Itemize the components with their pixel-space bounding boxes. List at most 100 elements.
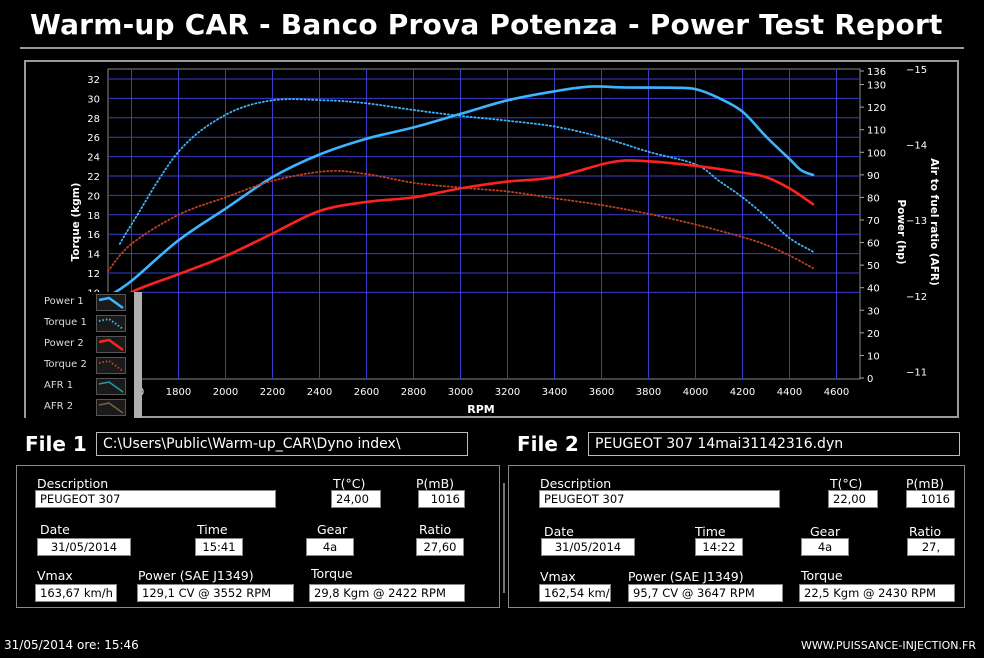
file-2-path-field[interactable]: PEUGEOT 307 14mai31142316.dyn <box>588 432 960 456</box>
power-tick-label: 10 <box>867 351 880 362</box>
legend-item-torque-1[interactable]: Torque 1 <box>26 313 142 334</box>
legend-swatch-power-1 <box>96 294 126 311</box>
x-tick-label: 4600 <box>824 387 849 398</box>
report-datetime: 31/05/2014 ore: 15:46 <box>4 638 139 652</box>
x-tick-label: 4400 <box>777 387 802 398</box>
x-tick-label: 3800 <box>636 387 661 398</box>
x-tick-label: 2200 <box>260 387 285 398</box>
legend-scrollbar[interactable] <box>134 292 142 418</box>
power-tick-label: 80 <box>867 193 880 204</box>
x-axis-label: RPM <box>467 403 494 416</box>
legend-item-power-1[interactable]: Power 1 <box>26 292 142 313</box>
run-1-gear-label: Gear <box>317 522 348 537</box>
run-2-ratio-field[interactable]: 27, <box>907 538 955 556</box>
run-2-vmax-field[interactable]: 162,54 km/ <box>539 584 611 602</box>
torque-tick-label: 12 <box>87 269 100 280</box>
run-2-date-label: Date <box>544 524 574 539</box>
run-1-vmax-label: Vmax <box>37 568 73 583</box>
legend-label: Power 1 <box>44 296 84 307</box>
run-2-description-field[interactable]: PEUGEOT 307 <box>539 490 780 508</box>
power-axis-label: Power (hp) <box>895 199 907 264</box>
x-tick-label: 2600 <box>354 387 379 398</box>
legend-label: Power 2 <box>44 338 84 349</box>
legend-item-afr-2[interactable]: AFR 2 <box>26 397 142 418</box>
run-1-torque-field[interactable]: 29,8 Kgm @ 2422 RPM <box>309 584 465 602</box>
run-1-vmax-field[interactable]: 163,67 km/h <box>35 584 117 602</box>
legend-item-afr-1[interactable]: AFR 1 <box>26 376 142 397</box>
run-2-power-label: Power (SAE J1349) <box>628 569 744 584</box>
legend-item-torque-2[interactable]: Torque 2 <box>26 355 142 376</box>
run-2-temp-label: T(°C) <box>830 476 863 491</box>
torque-tick-label: 22 <box>87 172 100 183</box>
chart-legend: Power 1 Torque 1 Power 2 Torque 2 AFR 1 … <box>26 292 142 418</box>
legend-label: AFR 2 <box>44 401 74 412</box>
run-1-ratio-label: Ratio <box>419 522 452 537</box>
run-1-pressure-label: P(mB) <box>416 476 455 491</box>
run-2-torque-field[interactable]: 22,5 Kgm @ 2430 RPM <box>799 584 955 602</box>
website-link[interactable]: WWW.PUISSANCE-INJECTION.FR <box>801 639 976 652</box>
legend-swatch-afr-2 <box>96 399 126 416</box>
chart-series <box>106 85 815 312</box>
run-2-power-field[interactable]: 95,7 CV @ 3647 RPM <box>628 584 783 602</box>
run-1-pressure-field[interactable]: 1016 <box>418 490 465 508</box>
run-1-description-label: Description <box>37 476 109 491</box>
power-tick-label: 120 <box>867 103 886 114</box>
torque-tick-label: 16 <box>87 230 100 241</box>
run-1-time-field[interactable]: 15:41 <box>195 538 243 556</box>
run-1-power-label: Power (SAE J1349) <box>138 568 254 583</box>
run-2-ratio-label: Ratio <box>909 524 942 539</box>
torque-tick-label: 24 <box>87 153 100 164</box>
run-1-description-field[interactable]: PEUGEOT 307 <box>35 490 276 508</box>
power-tick-label: 0 <box>867 374 873 385</box>
power-tick-label: 110 <box>867 126 886 137</box>
run-2-pressure-field[interactable]: 1016 <box>906 490 955 508</box>
run-1-temp-field[interactable]: 24,00 <box>331 490 381 508</box>
run-2-gear-field[interactable]: 4a <box>801 538 849 556</box>
run-2-date-field[interactable]: 31/05/2014 <box>541 538 635 556</box>
series-torque-2 <box>107 169 814 272</box>
rpm-axis: 1600180020002200240026002800300032003400… <box>119 387 849 398</box>
dyno-chart-frame: 10 12 14 16 18 20 22 24 26 28 30 32 0 10 20 30 40 50 60 70… <box>24 60 959 418</box>
torque-tick-label: 26 <box>87 133 100 144</box>
power-tick-label: 50 <box>867 261 880 272</box>
x-tick-label: 2400 <box>307 387 332 398</box>
legend-swatch-torque-1 <box>96 315 126 332</box>
x-tick-label: 3400 <box>542 387 567 398</box>
run-2-temp-field[interactable]: 22,00 <box>828 490 878 508</box>
legend-item-power-2[interactable]: Power 2 <box>26 334 142 355</box>
file-1-path-field[interactable]: C:\Users\Public\Warm-up_CAR\Dyno index\ <box>96 432 468 456</box>
torque-tick-label: 30 <box>87 94 100 105</box>
x-tick-label: 2800 <box>401 387 426 398</box>
series-power-2 <box>106 159 815 312</box>
afr-tick-label: −14 <box>906 141 927 152</box>
title-divider <box>20 47 964 49</box>
run-1-temp-label: T(°C) <box>333 476 366 491</box>
run-1-torque-label: Torque <box>311 566 353 581</box>
power-tick-label: 30 <box>867 306 880 317</box>
run-1-date-field[interactable]: 31/05/2014 <box>37 538 131 556</box>
afr-tick-label: −13 <box>906 216 927 227</box>
power-tick-label: 20 <box>867 329 880 340</box>
afr-tick-label: −15 <box>906 65 927 76</box>
series-torque-1 <box>118 98 814 253</box>
run-2-time-field[interactable]: 14:22 <box>695 538 743 556</box>
run-1-power-field[interactable]: 129,1 CV @ 3552 RPM <box>137 584 294 602</box>
legend-label: Torque 2 <box>44 359 87 370</box>
series-power-1 <box>106 85 815 298</box>
run-1-ratio-field[interactable]: 27,60 <box>416 538 464 556</box>
legend-label: AFR 1 <box>44 380 74 391</box>
power-tick-label: 60 <box>867 239 880 250</box>
x-tick-label: 2000 <box>213 387 238 398</box>
torque-tick-label: 14 <box>87 250 100 261</box>
legend-swatch-afr-1 <box>96 378 126 395</box>
run-1-gear-field[interactable]: 4a <box>306 538 354 556</box>
run-2-vmax-label: Vmax <box>540 569 576 584</box>
power-tick-label: 70 <box>867 216 880 227</box>
run-2-torque-label: Torque <box>801 568 843 583</box>
afr-tick-label: −11 <box>906 367 927 378</box>
run-1-time-label: Time <box>197 522 228 537</box>
torque-tick-label: 28 <box>87 114 100 125</box>
plot-area <box>107 68 861 380</box>
run-2-panel <box>508 465 965 608</box>
run-2-gear-label: Gear <box>810 524 841 539</box>
